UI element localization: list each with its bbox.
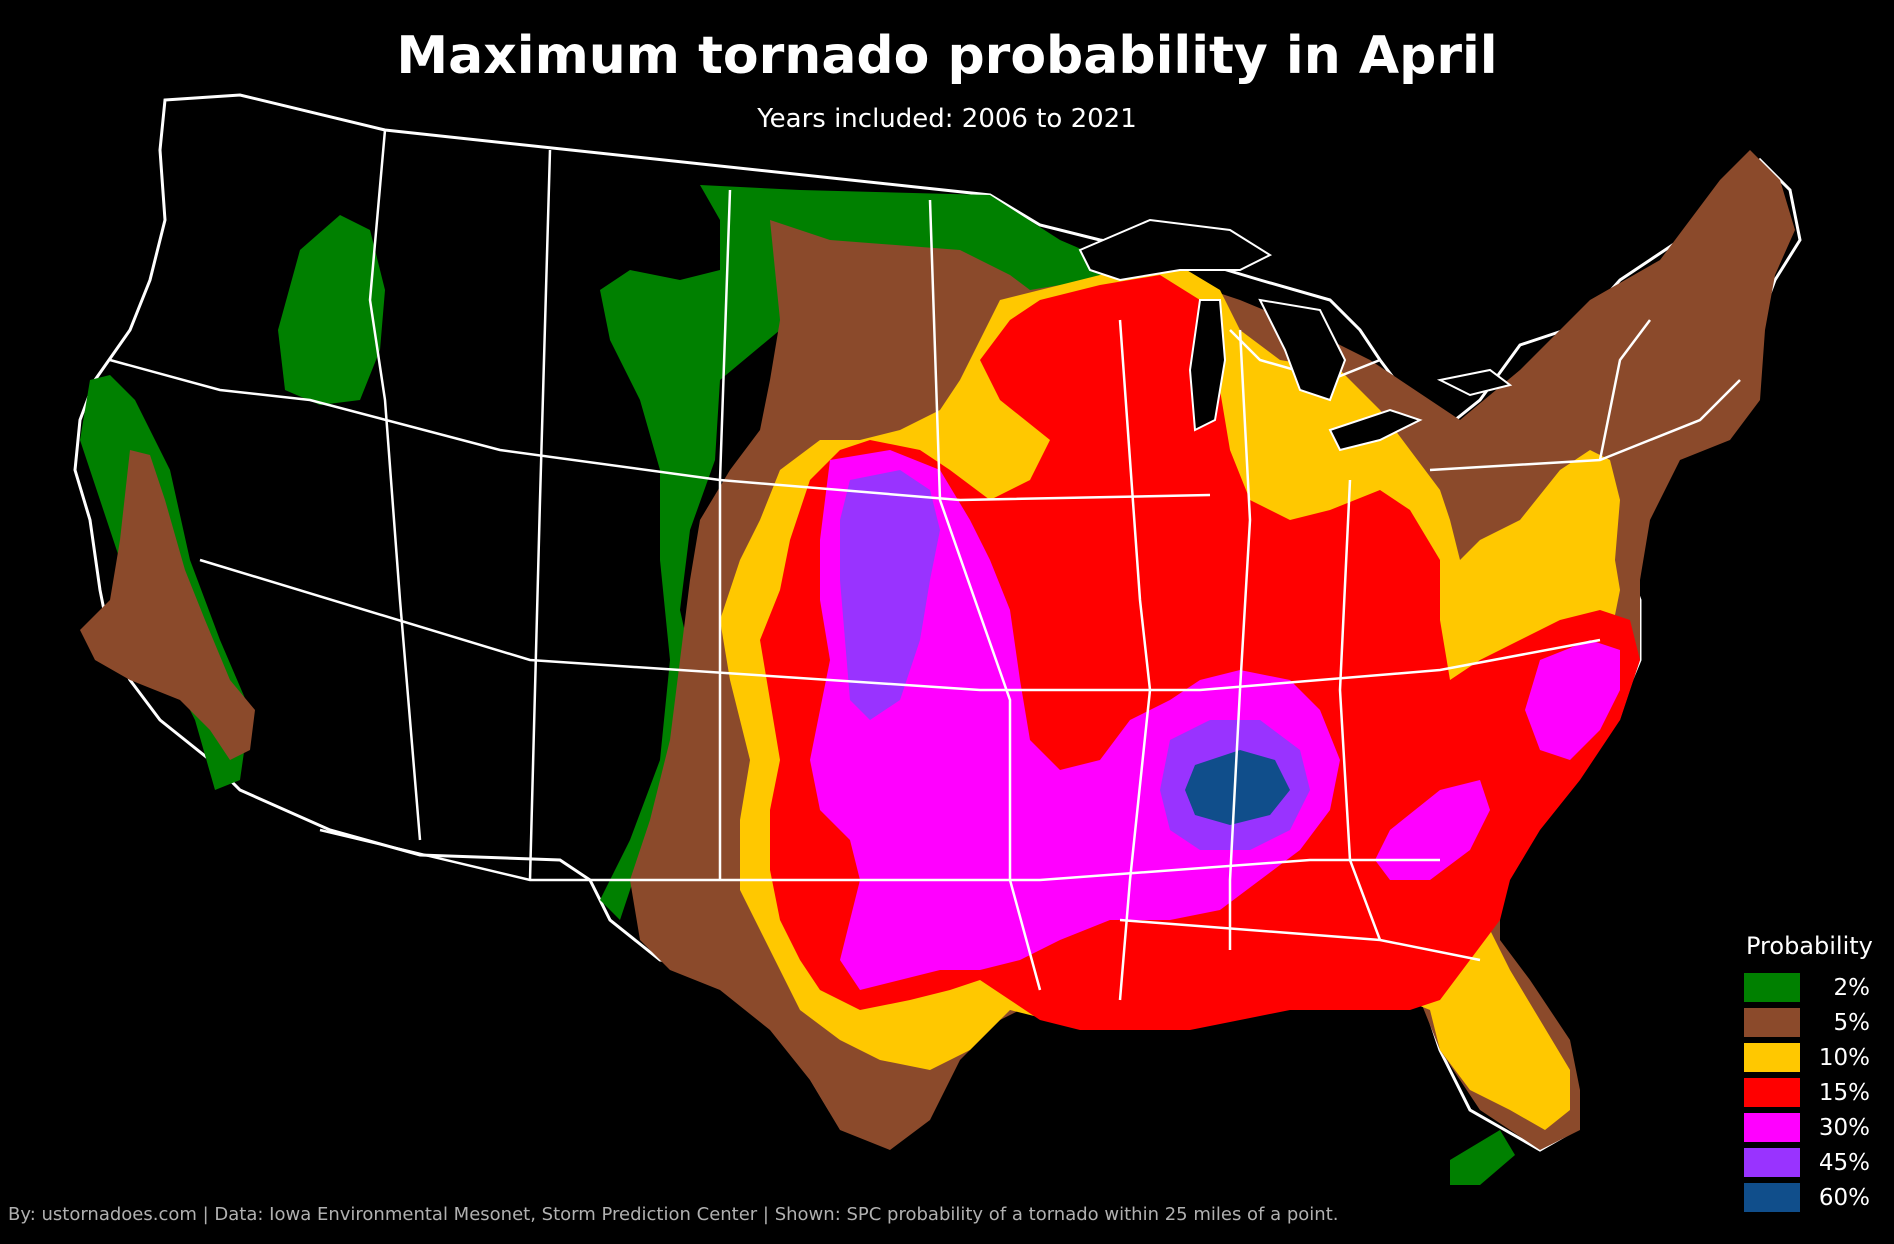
great-lakes: [1078, 218, 1513, 452]
border-meridian-1: [368, 129, 422, 841]
credit-line: By: ustornadoes.com | Data: Iowa Environ…: [8, 1204, 1339, 1225]
legend-swatch-10pct: [1744, 1043, 1800, 1072]
legend-item-30pct: 30%: [1744, 1110, 1884, 1145]
border-meridian-4: [928, 199, 1042, 991]
legend-item-2pct: 2%: [1744, 970, 1884, 1005]
prob-60pct-area: [1185, 750, 1290, 825]
legend-label-2pct: 2%: [1833, 974, 1871, 1001]
legend-label-45pct: 45%: [1818, 1149, 1870, 1176]
lake-superior: [1078, 218, 1273, 282]
border-south: [319, 828, 1440, 882]
legend-item-10pct: 10%: [1744, 1040, 1884, 1075]
border-northeast: [1429, 379, 1741, 472]
border-west-north: [109, 358, 1211, 502]
page-subtitle: Years included: 2006 to 2021: [757, 104, 1137, 134]
prob-5pct-california: [80, 450, 255, 760]
legend-swatch-15pct: [1744, 1078, 1800, 1107]
state-borders: [109, 129, 1741, 1001]
border-meridian-6: [1228, 329, 1252, 950]
legend-label-5pct: 5%: [1833, 1009, 1871, 1036]
lake-ontario: [1436, 368, 1513, 397]
legend-swatch-60pct: [1744, 1183, 1800, 1212]
prob-30pct-georgia: [1375, 780, 1490, 880]
legend-label-30pct: 30%: [1818, 1114, 1870, 1141]
prob-45pct-area: [840, 470, 1310, 850]
legend-label-15pct: 15%: [1818, 1079, 1870, 1106]
legend-title: Probability: [1746, 932, 1873, 960]
lake-erie: [1328, 408, 1423, 452]
border-meridian-7: [1338, 479, 1382, 941]
legend-item-45pct: 45%: [1744, 1145, 1884, 1180]
prob-30pct-areas: [810, 450, 1620, 990]
legend-label-60pct: 60%: [1818, 1184, 1870, 1211]
prob-2pct-idaho: [278, 215, 385, 405]
lake-michigan: [1188, 299, 1227, 432]
page-title: Maximum tornado probability in April: [396, 26, 1498, 86]
legend-label-10pct: 10%: [1818, 1044, 1870, 1071]
prob-30pct-carolinas: [1525, 640, 1620, 760]
prob-30pct-plains-south: [810, 450, 1340, 990]
lake-huron: [1258, 298, 1347, 402]
legend: Probability 2% 5% 10% 15% 30% 45% 60%: [1744, 932, 1884, 1215]
border-mid-latitude: [199, 558, 1601, 692]
legend-swatch-2pct: [1744, 973, 1800, 1002]
legend-swatch-45pct: [1744, 1148, 1800, 1177]
border-meridian-2: [528, 149, 552, 881]
legend-item-15pct: 15%: [1744, 1075, 1884, 1110]
legend-swatch-5pct: [1744, 1008, 1800, 1037]
prob-2pct-florida-keys: [1450, 1130, 1515, 1185]
legend-item-5pct: 5%: [1744, 1005, 1884, 1040]
legend-swatch-30pct: [1744, 1113, 1800, 1142]
border-new-england: [1598, 319, 1651, 461]
legend-item-60pct: 60%: [1744, 1180, 1884, 1215]
border-meridian-5: [1118, 319, 1152, 1001]
border-meridian-3: [718, 189, 732, 880]
